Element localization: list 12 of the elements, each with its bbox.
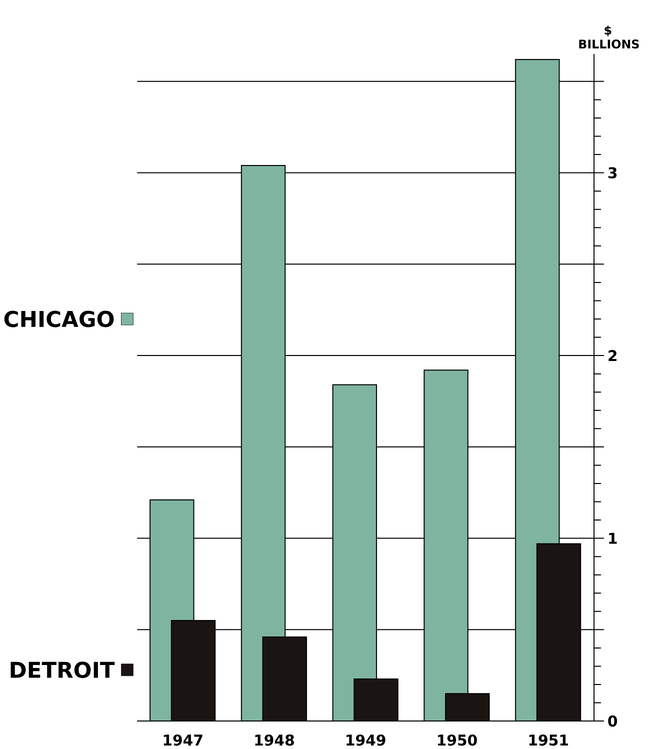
y-tick-label: 3 <box>608 167 617 178</box>
y-tick-label: 2 <box>608 350 617 362</box>
x-tick-label: 1948 <box>255 734 294 746</box>
legend-label: DETROIT <box>11 662 115 678</box>
y-axis-title: $ BILLIONS <box>579 26 640 49</box>
legend-label: CHICAGO <box>4 310 114 328</box>
y-tick-label: 0 <box>608 715 618 727</box>
x-tick-label: 1951 <box>530 734 568 746</box>
y-tick-label: 1 <box>609 532 617 544</box>
x-tick-label: 1949 <box>346 734 386 746</box>
x-tick-label: 1947 <box>164 734 203 746</box>
x-tick-label: 1950 <box>438 734 478 746</box>
